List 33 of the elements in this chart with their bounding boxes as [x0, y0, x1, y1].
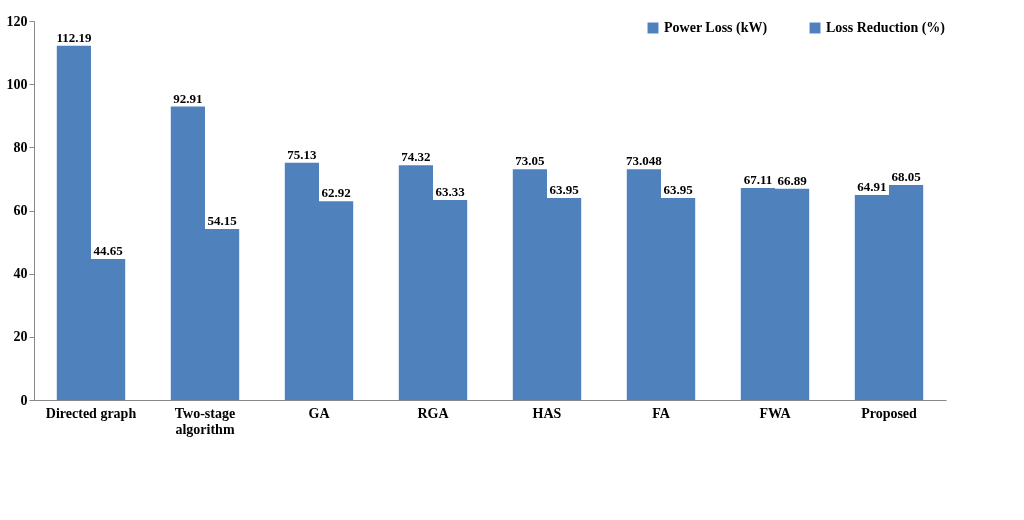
- x-tick-label: RGA: [417, 405, 450, 421]
- y-tick-label: 0: [20, 392, 28, 408]
- y-tick-label: 80: [13, 139, 28, 155]
- data-label: 63.95: [663, 182, 694, 198]
- data-label: 67.11: [743, 172, 773, 188]
- y-tick-label: 40: [13, 266, 28, 282]
- x-tick-label: FWA: [759, 405, 792, 421]
- y-tick-label: 20: [13, 329, 28, 345]
- legend-label: Loss Reduction (%): [826, 20, 946, 36]
- data-label: 112.19: [56, 29, 92, 45]
- data-label: 66.89: [777, 172, 808, 188]
- x-tick-label: GA: [308, 405, 331, 421]
- x-tick-label: Directed graph: [45, 405, 137, 421]
- y-tick-label: 120: [6, 13, 28, 29]
- x-tick-label: HAS: [532, 405, 562, 421]
- data-label: 75.13: [287, 146, 318, 162]
- data-label: 92.91: [173, 90, 203, 106]
- data-label: 63.95: [549, 182, 580, 198]
- y-tick-label: 60: [13, 203, 28, 218]
- data-label: 62.92: [321, 185, 351, 201]
- data-label: 63.33: [435, 183, 466, 199]
- data-label: 73.05: [515, 153, 546, 169]
- y-tick-label: 100: [6, 76, 28, 92]
- data-label: 68.05: [891, 169, 922, 185]
- x-tick-label: Proposed: [861, 405, 918, 421]
- data-label: 73.048: [626, 153, 663, 169]
- data-label: 74.32: [401, 149, 431, 165]
- data-label: 44.65: [93, 242, 124, 258]
- x-tick-label: Two-stage algorithm: [174, 405, 236, 437]
- data-label: 64.91: [857, 178, 887, 194]
- x-tick-label: FA: [652, 405, 671, 421]
- data-label: 54.15: [207, 212, 238, 228]
- legend-label: Power Loss (kW): [664, 20, 768, 36]
